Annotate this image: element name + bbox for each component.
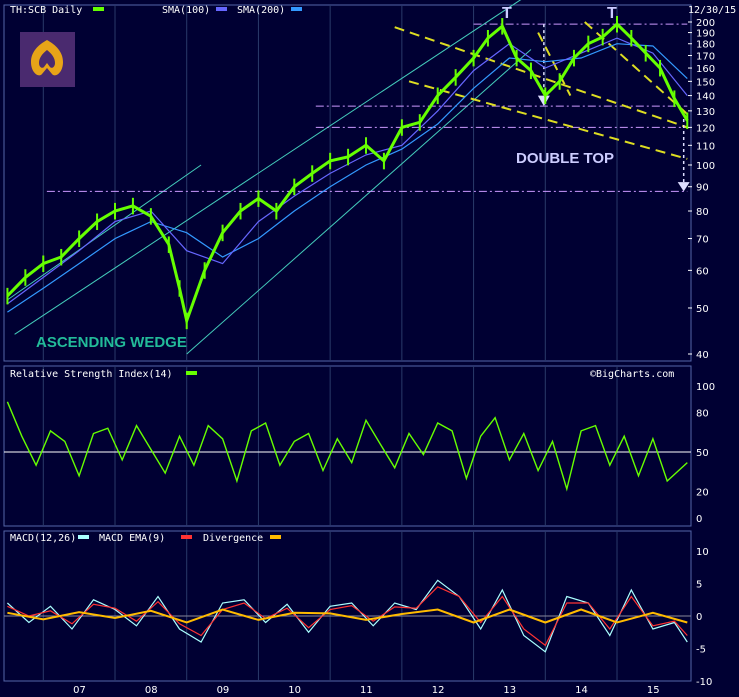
logo-inner bbox=[39, 50, 55, 68]
price-ytick-170: 170 bbox=[696, 52, 715, 63]
double-top-label: DOUBLE TOP bbox=[516, 150, 614, 167]
macd-legend-swatch bbox=[78, 535, 89, 539]
downtrend-lower-dashed bbox=[408, 80, 688, 160]
price-series bbox=[6, 15, 689, 330]
macd-title: MACD(12,26) bbox=[10, 533, 76, 544]
price-ytick-60: 60 bbox=[696, 266, 709, 277]
x-tick-07: 07 bbox=[73, 685, 86, 696]
date-label: 12/30/15 bbox=[688, 5, 736, 16]
price-ytick-140: 140 bbox=[696, 92, 715, 103]
x-tick-10: 10 bbox=[288, 685, 301, 696]
price-panel-frame bbox=[3, 4, 692, 362]
price-ytick-80: 80 bbox=[696, 207, 709, 218]
rsi-ytick-80: 80 bbox=[696, 408, 709, 419]
x-tick-15: 15 bbox=[647, 685, 660, 696]
price-ytick-40: 40 bbox=[696, 350, 709, 361]
macd-ytick-10: 10 bbox=[696, 547, 709, 558]
x-tick-11: 11 bbox=[360, 685, 373, 696]
macd-ytick-5: 5 bbox=[696, 580, 702, 591]
sma100-label: SMA(100) bbox=[162, 5, 210, 16]
price-ytick-160: 160 bbox=[696, 64, 715, 75]
x-axis-ticks: 07 08 09 10 11 12 13 14 15 bbox=[73, 685, 659, 696]
rsi-ytick-100: 100 bbox=[696, 382, 715, 393]
rsi-ytick-0: 0 bbox=[696, 514, 702, 525]
price-ytick-120: 120 bbox=[696, 123, 715, 134]
macd-ytick--10: -10 bbox=[696, 677, 712, 688]
sma200-label: SMA(200) bbox=[237, 5, 285, 16]
price-ytick-190: 190 bbox=[696, 29, 715, 40]
x-tick-13: 13 bbox=[503, 685, 516, 696]
rsi-panel-frame bbox=[3, 365, 692, 527]
sma100-legend-swatch bbox=[216, 7, 227, 11]
macd-ytick--5: -5 bbox=[696, 645, 706, 656]
channel-upper-left bbox=[7, 164, 202, 301]
price-y-ticks: 40 50 60 70 80 90 100 110 120 130 140 150 1601701801… bbox=[688, 18, 715, 361]
price-panel: 4050607080901001101201301401501601701801… bbox=[3, 0, 736, 362]
series-macd-ema-9- bbox=[7, 586, 688, 647]
wedge-upper-line bbox=[14, 0, 522, 335]
symbol-label: TH:SCB Daily bbox=[10, 5, 82, 16]
macd-ema-label: MACD EMA(9) bbox=[99, 533, 165, 544]
series-rsi bbox=[6, 401, 688, 492]
scb-logo bbox=[20, 32, 75, 87]
macd-y-ticks: -10 -5 0 5 10 bbox=[696, 547, 712, 688]
downtrend-upper-dashed bbox=[394, 26, 688, 129]
watermark: ©BigCharts.com bbox=[590, 369, 674, 380]
rsi-title: Relative Strength Index(14) bbox=[10, 369, 173, 380]
x-tick-09: 09 bbox=[217, 685, 230, 696]
divergence-label: Divergence bbox=[203, 533, 263, 544]
price-ytick-100: 100 bbox=[696, 161, 715, 172]
macd-series bbox=[6, 579, 688, 653]
price-ytick-130: 130 bbox=[696, 107, 715, 118]
price-ytick-150: 150 bbox=[696, 77, 715, 88]
price-ytick-70: 70 bbox=[696, 235, 709, 246]
rsi-legend-swatch bbox=[186, 371, 197, 375]
wedge-label: ASCENDING WEDGE bbox=[36, 334, 187, 351]
target-arrow-2-head bbox=[677, 182, 690, 192]
macd-ema-legend-swatch bbox=[181, 535, 192, 539]
price-ytick-50: 50 bbox=[696, 304, 709, 315]
target-arrow-1-head bbox=[537, 95, 550, 107]
macd-panel: -10 -5 0 5 10 MACD(12,26) MACD EMA(9) Diverg… bbox=[3, 530, 712, 688]
price-ytick-90: 90 bbox=[696, 183, 709, 194]
price-annotations bbox=[7, 0, 690, 355]
price-ytick-200: 200 bbox=[696, 18, 715, 29]
x-tick-14: 14 bbox=[575, 685, 588, 696]
divergence-legend-swatch bbox=[270, 535, 281, 539]
rsi-panel: 0 20 50 80 100 Relative Strength Index(14) ©… bbox=[3, 365, 715, 527]
price-legend-swatch bbox=[93, 7, 104, 11]
rsi-y-ticks: 0 20 50 80 100 bbox=[696, 382, 715, 525]
top-marker-2: T bbox=[607, 5, 617, 22]
price-ytick-110: 110 bbox=[696, 141, 715, 152]
rsi-series bbox=[6, 401, 688, 492]
rsi-ytick-50: 50 bbox=[696, 448, 709, 459]
sma200-legend-swatch bbox=[291, 7, 302, 11]
top-marker-1: T bbox=[502, 5, 512, 22]
series-macd-12-26- bbox=[6, 579, 688, 653]
macd-ytick-0: 0 bbox=[696, 612, 702, 623]
series-divergence bbox=[7, 608, 688, 624]
price-ytick-180: 180 bbox=[696, 40, 715, 51]
x-tick-12: 12 bbox=[432, 685, 445, 696]
x-tick-08: 08 bbox=[145, 685, 158, 696]
rsi-ytick-20: 20 bbox=[696, 488, 709, 499]
